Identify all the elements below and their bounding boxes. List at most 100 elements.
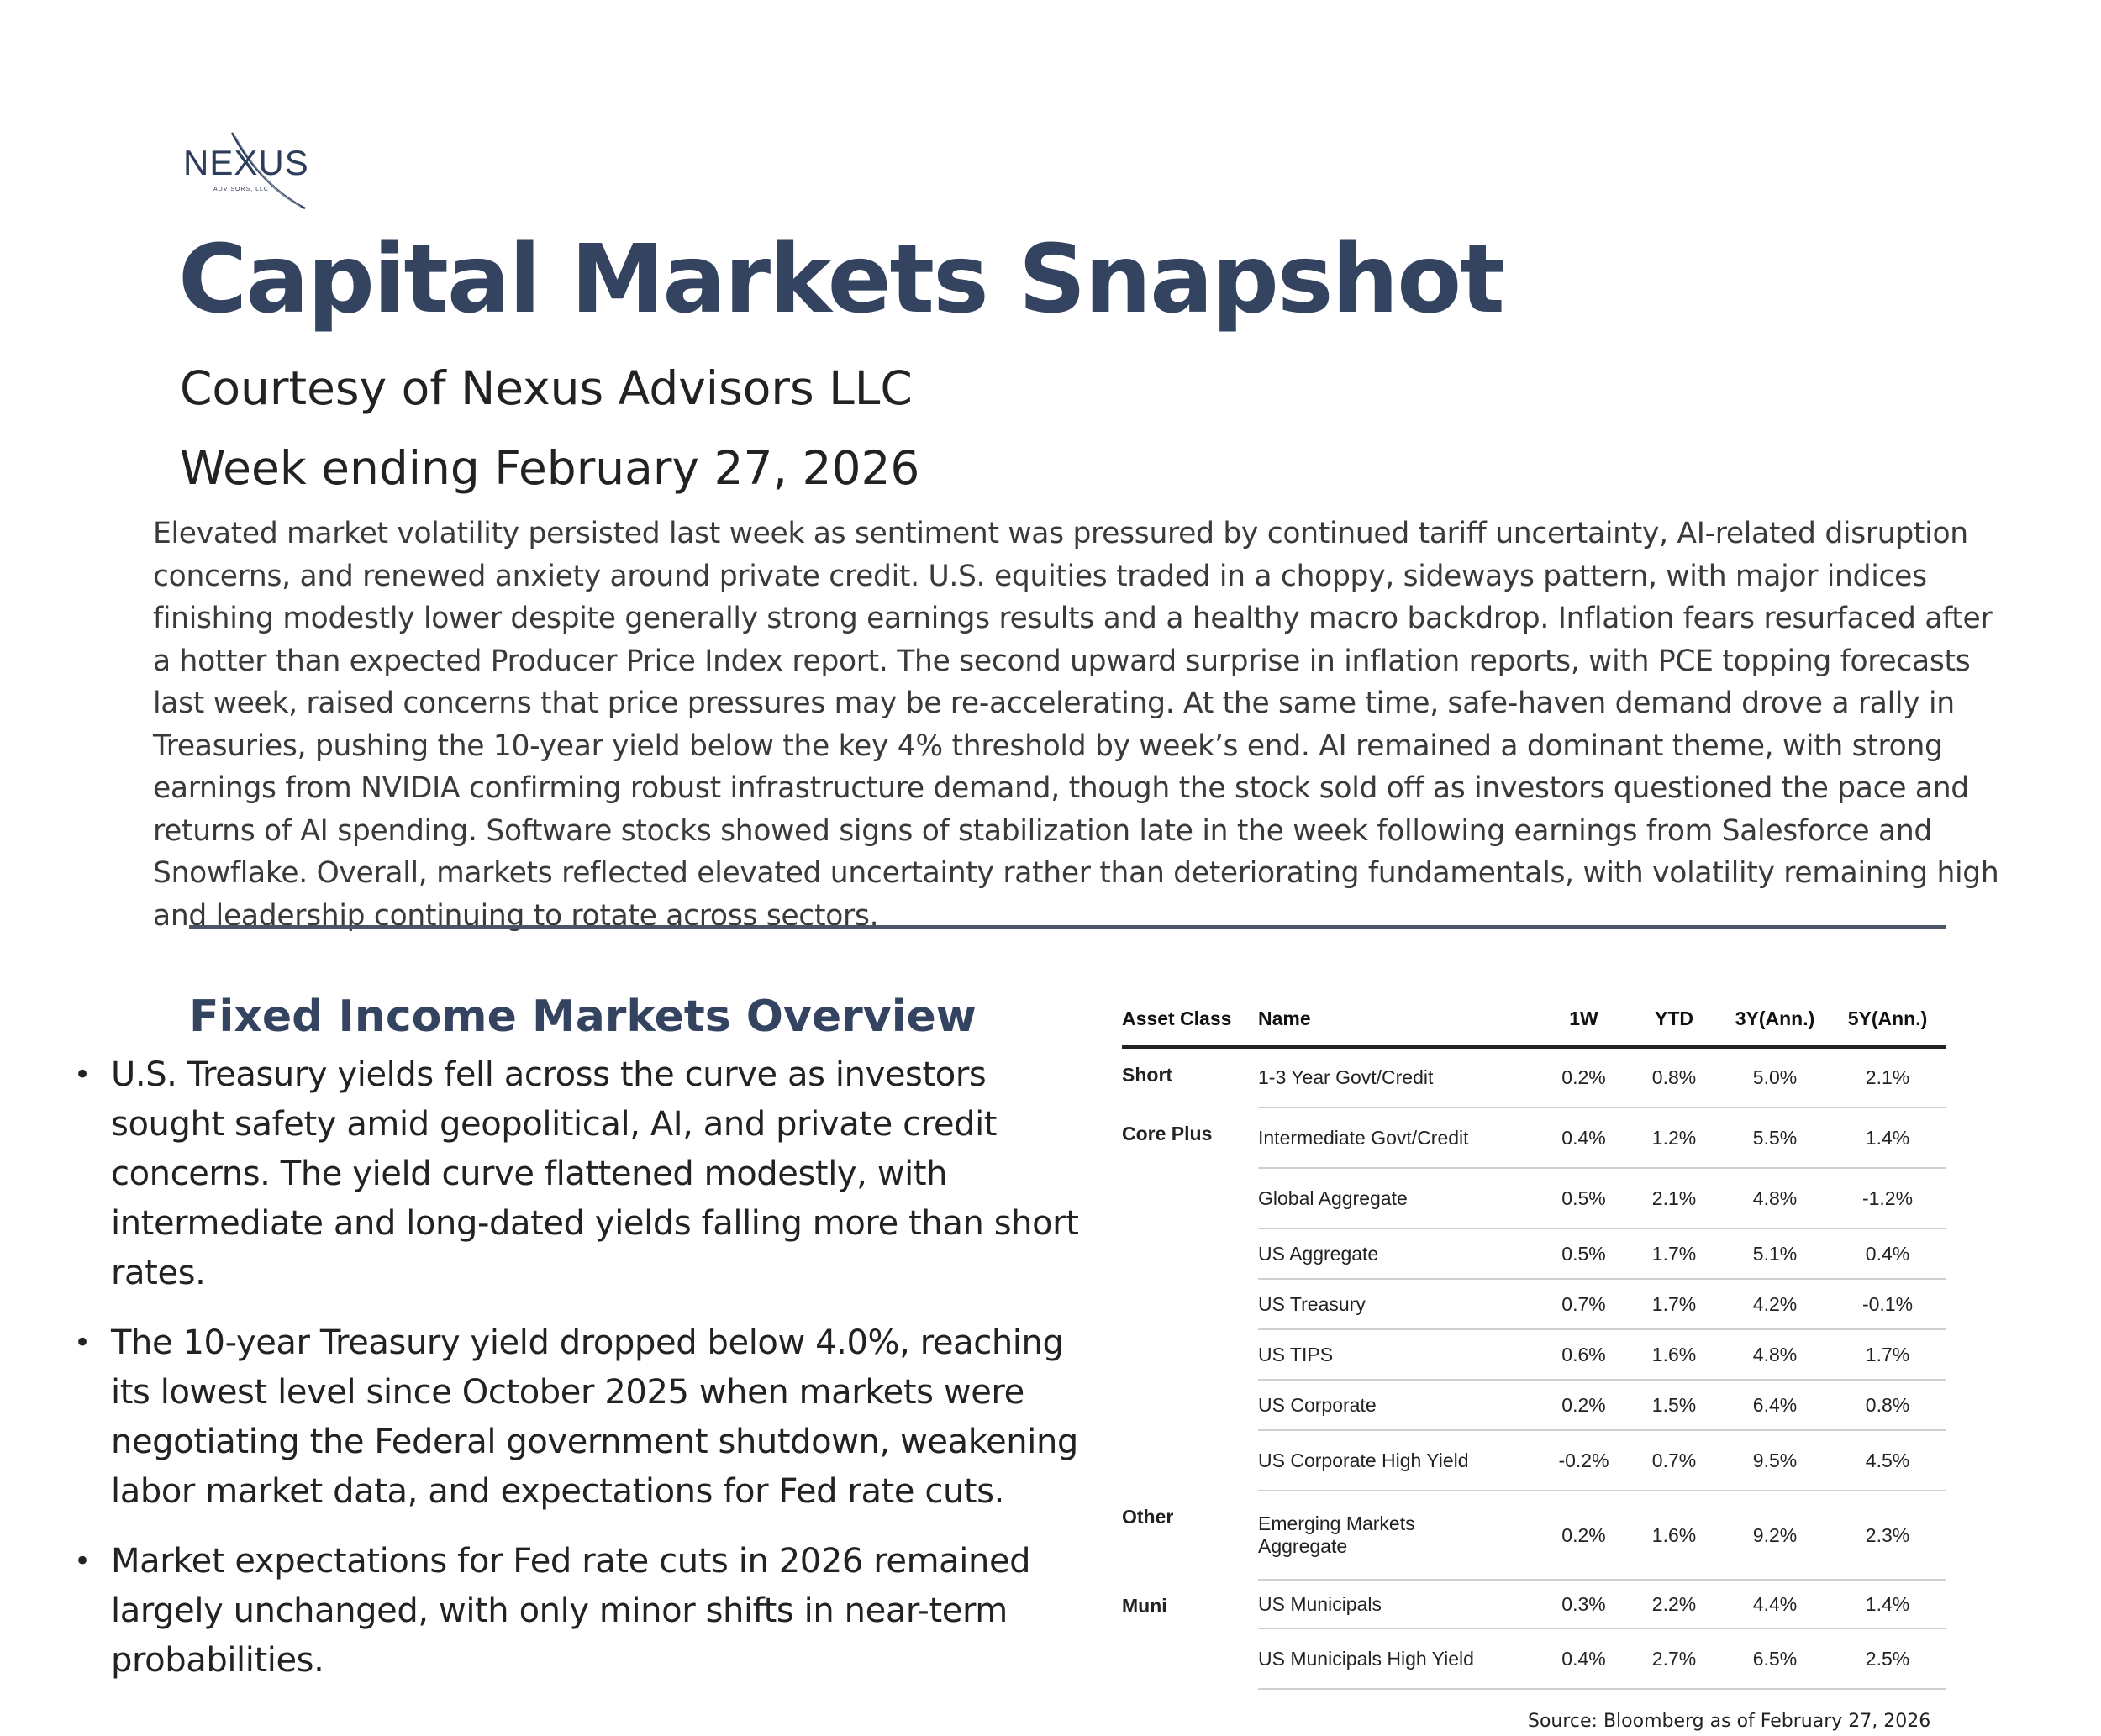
fixed-income-bullets: • U.S. Treasury yields fell across the cu… xyxy=(74,1050,1099,1706)
cell-3y: 5.5% xyxy=(1720,1107,1830,1169)
cell-3y: 4.8% xyxy=(1720,1168,1830,1229)
fixed-income-table-container: Asset Class Name 1W YTD 3Y(Ann.) 5Y(Ann.… xyxy=(1122,992,1946,1690)
cell-1w: 0.5% xyxy=(1540,1228,1628,1280)
bullet-icon: • xyxy=(74,1544,91,1578)
cell-ytd: 2.1% xyxy=(1628,1168,1720,1229)
cell-1w: 0.7% xyxy=(1540,1279,1628,1330)
bullet-text: U.S. Treasury yields fell across the cur… xyxy=(111,1055,1079,1292)
header-name: Name xyxy=(1258,992,1540,1049)
bullet-item: • U.S. Treasury yields fell across the cu… xyxy=(74,1050,1099,1298)
week-ending-line: Week ending February 27, 2026 xyxy=(180,441,920,495)
cell-3y: 9.2% xyxy=(1720,1491,1830,1581)
cell-name: Global Aggregate xyxy=(1258,1168,1540,1229)
bullet-text: Market expectations for Fed rate cuts in… xyxy=(111,1542,1031,1680)
cell-3y: 4.4% xyxy=(1720,1580,1830,1629)
table-row: Muni US Municipals 0.3% 2.2% 4.4% 1.4% xyxy=(1122,1580,1946,1629)
cell-asset-class: Core Plus xyxy=(1122,1123,1213,1144)
market-summary-paragraph: Elevated market volatility persisted las… xyxy=(153,517,1999,933)
cell-ytd: 0.8% xyxy=(1628,1047,1720,1108)
cell-3y: 6.4% xyxy=(1720,1380,1830,1431)
cell-1w: 0.2% xyxy=(1540,1380,1628,1431)
cell-name: US Treasury xyxy=(1258,1279,1540,1330)
cell-name: 1-3 Year Govt/Credit xyxy=(1258,1047,1540,1108)
cell-name: US Municipals xyxy=(1258,1580,1540,1629)
cell-asset-class xyxy=(1122,1628,1258,1689)
cell-5y: 1.4% xyxy=(1830,1107,1946,1169)
cell-3y: 4.8% xyxy=(1720,1329,1830,1381)
cell-asset-class xyxy=(1122,1430,1258,1491)
cell-1w: -0.2% xyxy=(1540,1430,1628,1491)
cell-ytd: 1.6% xyxy=(1628,1329,1720,1381)
cell-asset-class xyxy=(1122,1380,1258,1430)
table-row: Other Emerging Markets Aggregate 0.2% 1.… xyxy=(1122,1491,1946,1581)
cell-5y: 2.5% xyxy=(1830,1628,1946,1690)
cell-asset-class xyxy=(1122,1228,1258,1279)
cell-5y: 0.4% xyxy=(1830,1228,1946,1280)
cell-name: US Aggregate xyxy=(1258,1228,1540,1280)
bullet-item: • Market expectations for Fed rate cuts i… xyxy=(74,1537,1099,1686)
table-row: Short 1-3 Year Govt/Credit 0.2% 0.8% 5.0… xyxy=(1122,1047,1946,1108)
table-row: US TIPS 0.6% 1.6% 4.8% 1.7% xyxy=(1122,1329,1946,1381)
cell-5y: 1.4% xyxy=(1830,1580,1946,1629)
cell-ytd: 0.7% xyxy=(1628,1430,1720,1491)
bullet-icon: • xyxy=(74,1058,91,1092)
table-row: US Municipals High Yield 0.4% 2.7% 6.5% … xyxy=(1122,1628,1946,1690)
cell-asset-class: Other xyxy=(1122,1506,1174,1528)
cell-name: US Corporate xyxy=(1258,1380,1540,1431)
cell-5y: -0.1% xyxy=(1830,1279,1946,1330)
cell-asset-class: Short xyxy=(1122,1064,1173,1086)
cell-asset-class: Muni xyxy=(1122,1595,1167,1617)
cell-name: US Corporate High Yield xyxy=(1258,1430,1540,1491)
cell-5y: -1.2% xyxy=(1830,1168,1946,1229)
cell-name: Emerging Markets Aggregate xyxy=(1258,1491,1540,1581)
logo-subtext: ADVISORS, LLC xyxy=(213,187,269,192)
table-source-note: Source: Bloomberg as of February 27, 202… xyxy=(1528,1711,1931,1732)
cell-ytd: 1.5% xyxy=(1628,1380,1720,1431)
cell-name: Intermediate Govt/Credit xyxy=(1258,1107,1540,1169)
section-divider xyxy=(189,925,1946,929)
cell-name: US TIPS xyxy=(1258,1329,1540,1381)
page-title: Capital Markets Snapshot xyxy=(178,225,1505,334)
table-row: US Treasury 0.7% 1.7% 4.2% -0.1% xyxy=(1122,1279,1946,1330)
cell-5y: 4.5% xyxy=(1830,1430,1946,1491)
table-row: Core Plus Intermediate Govt/Credit 0.4% … xyxy=(1122,1107,1946,1169)
cell-1w: 0.6% xyxy=(1540,1329,1628,1381)
table-row: US Corporate High Yield -0.2% 0.7% 9.5% … xyxy=(1122,1430,1946,1491)
logo-swoosh-icon xyxy=(230,132,306,210)
nexus-logo: NEXUS ADVISORS, LLC xyxy=(183,126,318,210)
bullet-item: • The 10-year Treasury yield dropped belo… xyxy=(74,1318,1099,1517)
header-5y: 5Y(Ann.) xyxy=(1830,992,1946,1049)
bullet-icon: • xyxy=(74,1326,91,1360)
cell-ytd: 1.6% xyxy=(1628,1491,1720,1581)
cell-ytd: 1.7% xyxy=(1628,1228,1720,1280)
table-row: US Aggregate 0.5% 1.7% 5.1% 0.4% xyxy=(1122,1228,1946,1280)
table-header-row: Asset Class Name 1W YTD 3Y(Ann.) 5Y(Ann.… xyxy=(1122,992,1946,1049)
cell-3y: 5.1% xyxy=(1720,1228,1830,1280)
cell-ytd: 1.2% xyxy=(1628,1107,1720,1169)
cell-1w: 0.3% xyxy=(1540,1580,1628,1629)
logo-wordmark: NEXUS xyxy=(183,143,309,182)
cell-ytd: 2.7% xyxy=(1628,1628,1720,1690)
cell-3y: 4.2% xyxy=(1720,1279,1830,1330)
bullet-text: The 10-year Treasury yield dropped below… xyxy=(111,1323,1078,1511)
cell-1w: 0.2% xyxy=(1540,1047,1628,1108)
cell-3y: 9.5% xyxy=(1720,1430,1830,1491)
table-row: Global Aggregate 0.5% 2.1% 4.8% -1.2% xyxy=(1122,1168,1946,1229)
cell-5y: 1.7% xyxy=(1830,1329,1946,1381)
table-row: US Corporate 0.2% 1.5% 6.4% 0.8% xyxy=(1122,1380,1946,1431)
cell-ytd: 1.7% xyxy=(1628,1279,1720,1330)
cell-1w: 0.5% xyxy=(1540,1168,1628,1229)
fixed-income-title: Fixed Income Markets Overview xyxy=(189,992,977,1042)
cell-name: US Municipals High Yield xyxy=(1258,1628,1540,1690)
cell-3y: 5.0% xyxy=(1720,1047,1830,1108)
cell-1w: 0.4% xyxy=(1540,1628,1628,1690)
cell-asset-class xyxy=(1122,1279,1258,1329)
cell-5y: 0.8% xyxy=(1830,1380,1946,1431)
cell-5y: 2.3% xyxy=(1830,1491,1946,1581)
cell-asset-class xyxy=(1122,1168,1258,1228)
courtesy-line: Courtesy of Nexus Advisors LLC xyxy=(180,361,913,415)
cell-3y: 6.5% xyxy=(1720,1628,1830,1690)
header-asset-class: Asset Class xyxy=(1122,992,1258,1049)
header-3y: 3Y(Ann.) xyxy=(1720,992,1830,1049)
header-1w: 1W xyxy=(1540,992,1628,1049)
